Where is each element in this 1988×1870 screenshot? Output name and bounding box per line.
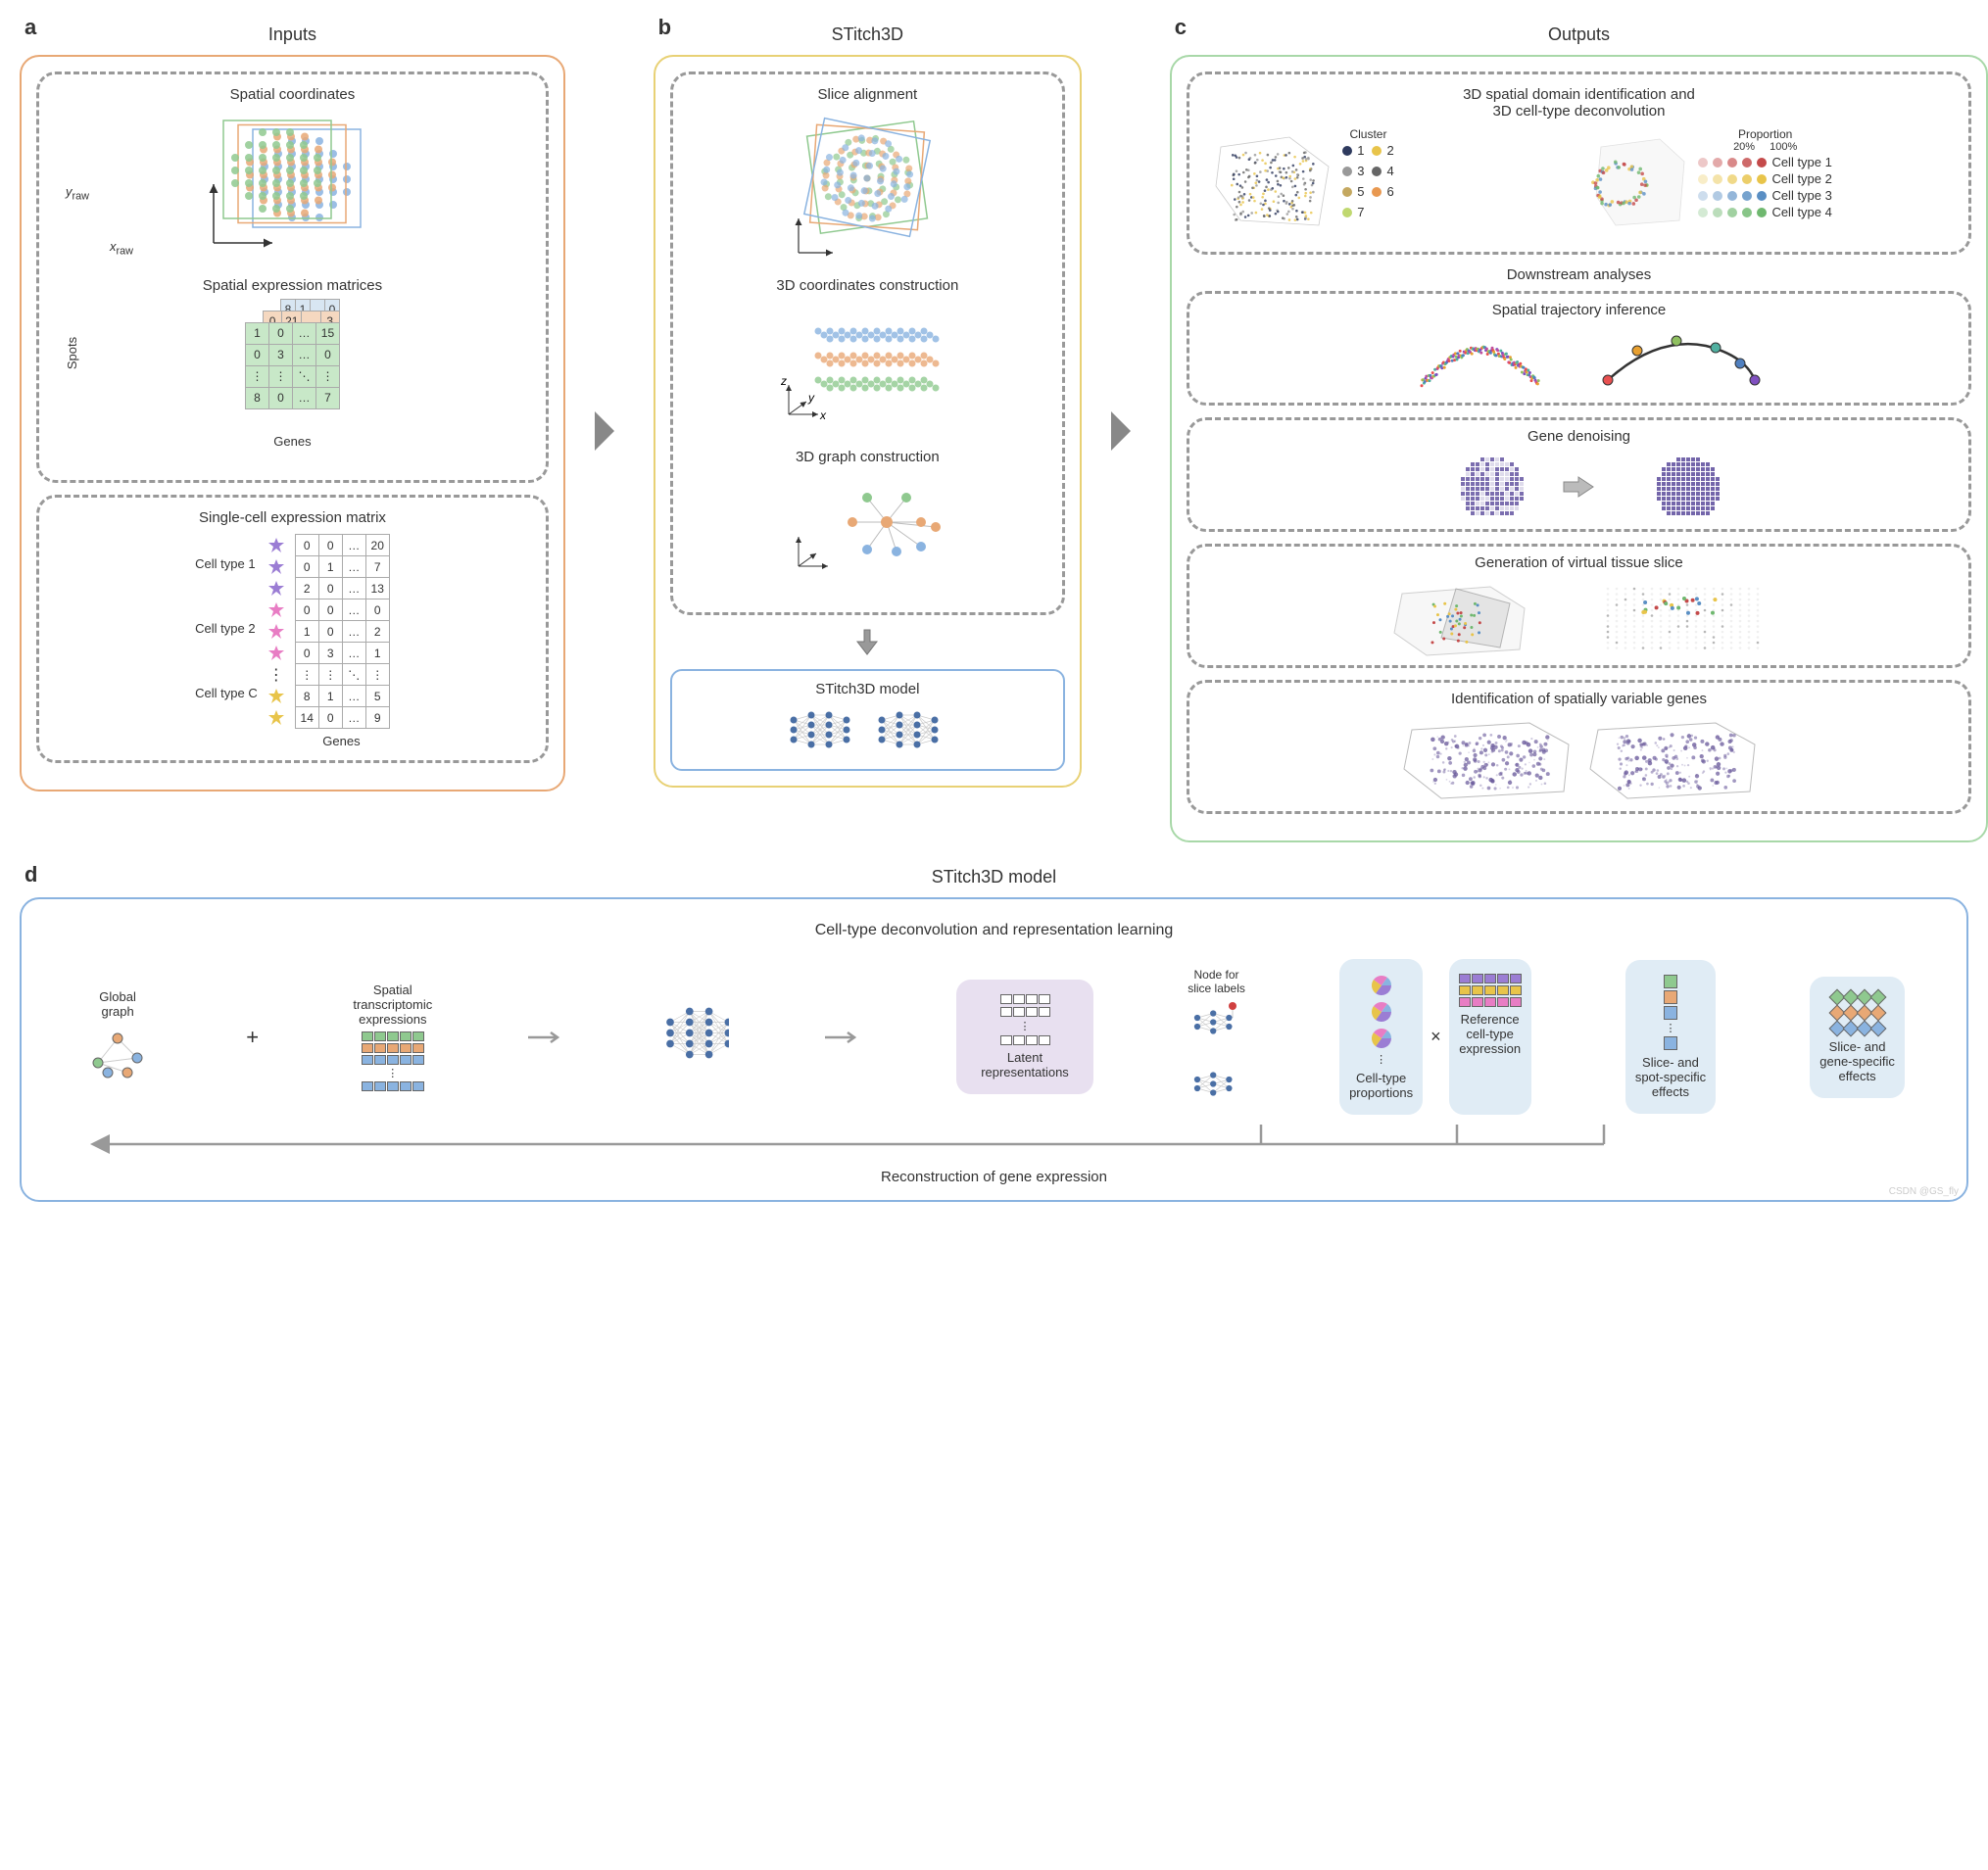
- panel-b-outer: Slice alignment 3D coordinates construct…: [654, 55, 1083, 788]
- denoising-title: Gene denoising: [1201, 428, 1957, 445]
- slice-alignment-viz: [685, 111, 1051, 258]
- panel-c: c Outputs 3D spatial domain identificati…: [1170, 20, 1988, 842]
- down-arrow: [670, 627, 1066, 661]
- encoder-nn: [660, 1006, 729, 1068]
- coords-3d-title: 3D coordinates construction: [685, 277, 1051, 294]
- ref-expr-box: Reference cell-type expression: [1449, 959, 1531, 1115]
- latent-box: ⋮ Latent representations: [956, 980, 1093, 1094]
- genes-label-2: Genes: [51, 734, 534, 748]
- trajectory-box: Spatial trajectory inference: [1187, 291, 1971, 406]
- panel-b-label: b: [658, 15, 671, 40]
- panel-d: d STitch3D model Cell-type deconvolution…: [20, 867, 1968, 1202]
- panel-a-outer: Spatial coordinates xraw yraw Spatial ex…: [20, 55, 565, 791]
- spatial-coords-svg: [174, 111, 410, 258]
- recon-arrow: [36, 1120, 1952, 1154]
- graph-3d-viz: [685, 473, 1051, 581]
- panel-c-title: Outputs: [1170, 24, 1988, 45]
- cluster-label: Cluster: [1342, 127, 1393, 141]
- expr-matrices-viz: 81…0⋮⋮⋱⋮07…2021…3⋮⋮⋱⋮03…010…1503…0⋮⋮⋱⋮80…: [51, 302, 534, 429]
- svg-box: Identification of spatially variable gen…: [1187, 680, 1971, 814]
- ref-expr-label: Reference cell-type expression: [1459, 1012, 1522, 1056]
- panel-d-title: STitch3D model: [20, 867, 1968, 887]
- spatial-coords-title: Spatial coordinates: [51, 86, 534, 103]
- genes-label-1: Genes: [51, 434, 534, 449]
- arrow-bc: [1096, 20, 1155, 842]
- slice-alignment-title: Slice alignment: [685, 86, 1051, 103]
- plus-icon: +: [246, 1025, 259, 1050]
- proportion-viz: Proportion 20% 100% Cell type 1Cell type…: [1586, 127, 1957, 240]
- spots-label: Spots: [65, 337, 79, 369]
- sc-matrix-title: Single-cell expression matrix: [51, 509, 534, 526]
- panel-a-inner2: Single-cell expression matrix Cell type …: [36, 495, 549, 763]
- spot-effects-label: Slice- and spot-specific effects: [1635, 1055, 1706, 1099]
- panel-a-inner1: Spatial coordinates xraw yraw Spatial ex…: [36, 72, 549, 483]
- sc-matrix-viz: Cell type 1Cell type 2Cell type C ⋮ 00…2…: [51, 534, 534, 729]
- svg-text:z: z: [780, 374, 787, 388]
- virtual-slice-box: Generation of virtual tissue slice: [1187, 544, 1971, 668]
- trajectory-title: Spatial trajectory inference: [1201, 302, 1957, 318]
- proportion-label: Proportion: [1698, 127, 1831, 141]
- panel-d-outer: Cell-type deconvolution and representati…: [20, 897, 1968, 1202]
- panel-a: a Inputs Spatial coordinates xraw yraw S…: [20, 20, 565, 842]
- top-row: a Inputs Spatial coordinates xraw yraw S…: [20, 20, 1968, 842]
- panel-b: b STitch3D Slice alignment 3D coordinate…: [654, 20, 1083, 842]
- downstream-label: Downstream analyses: [1187, 266, 1971, 283]
- panel-a-label: a: [24, 15, 36, 40]
- prop-max: 100%: [1770, 141, 1797, 153]
- y-raw-label: raw: [73, 191, 89, 203]
- panel-b-inner: Slice alignment 3D coordinates construct…: [670, 72, 1066, 615]
- sc-matrix-table: 00…2001…720…1300…010…203…1⋮⋮⋱⋮81…5140…9: [295, 534, 390, 729]
- proportions-label: Cell-type proportions: [1349, 1071, 1413, 1100]
- graph-3d-title: 3D graph construction: [685, 449, 1051, 465]
- main-output-box: 3D spatial domain identification and 3D …: [1187, 72, 1971, 255]
- model-flow: Global graph + Spatial transcriptomic ex…: [36, 944, 1952, 1120]
- virtual-slice-title: Generation of virtual tissue slice: [1201, 554, 1957, 571]
- svg-title: Identification of spatially variable gen…: [1201, 691, 1957, 707]
- slice-labels-item: Node for slice labels: [1188, 968, 1245, 1047]
- panel-c-label: c: [1175, 15, 1187, 40]
- spatial-coords-viz: xraw yraw: [51, 111, 534, 258]
- proportions-box: ⋮ Cell-type proportions: [1339, 959, 1423, 1115]
- model-nn-icon: [779, 705, 955, 754]
- slice-labels-label: Node for slice labels: [1188, 968, 1245, 995]
- svg-text:x: x: [819, 408, 827, 422]
- panel-d-label: d: [24, 862, 37, 887]
- gene-effects-label: Slice- and gene-specific effects: [1819, 1039, 1895, 1083]
- cluster-viz: Cluster 1234567: [1201, 127, 1572, 240]
- model-name: STitch3D model: [682, 681, 1054, 697]
- spot-effects-box: ⋮ Slice- and spot-specific effects: [1625, 960, 1716, 1114]
- watermark: CSDN @GS_fly: [1889, 1186, 1959, 1197]
- main-output-title: 3D spatial domain identification and 3D …: [1201, 86, 1957, 120]
- arrow-ab: [580, 20, 639, 842]
- global-graph-label: Global graph: [83, 989, 152, 1019]
- x-raw-label: raw: [117, 246, 133, 258]
- panel-a-title: Inputs: [20, 24, 565, 45]
- recon-label: Reconstruction of gene expression: [36, 1169, 1952, 1185]
- panel-b-title: STitch3D: [654, 24, 1083, 45]
- spatial-expr-label: Spatial transcriptomic expressions: [353, 983, 432, 1027]
- denoising-box: Gene denoising: [1187, 417, 1971, 532]
- model-box: STitch3D model: [670, 669, 1066, 771]
- coords-3d-viz: x z y: [685, 302, 1051, 429]
- prop-min: 20%: [1733, 141, 1755, 153]
- mult-icon: ×: [1430, 959, 1441, 1115]
- svg-text:y: y: [807, 391, 815, 405]
- latent-label: Latent representations: [966, 1050, 1084, 1079]
- expr-matrices-title: Spatial expression matrices: [51, 277, 534, 294]
- panel-d-subtitle: Cell-type deconvolution and representati…: [36, 922, 1952, 939]
- panel-c-outer: 3D spatial domain identification and 3D …: [1170, 55, 1988, 842]
- spatial-expr-item: Spatial transcriptomic expressions ⋮: [353, 983, 432, 1091]
- global-graph-item: Global graph: [83, 989, 152, 1085]
- decoder-nn: [1189, 1062, 1243, 1106]
- gene-effects-box: Slice- and gene-specific effects: [1810, 977, 1905, 1098]
- figure-container: a Inputs Spatial coordinates xraw yraw S…: [20, 20, 1968, 1202]
